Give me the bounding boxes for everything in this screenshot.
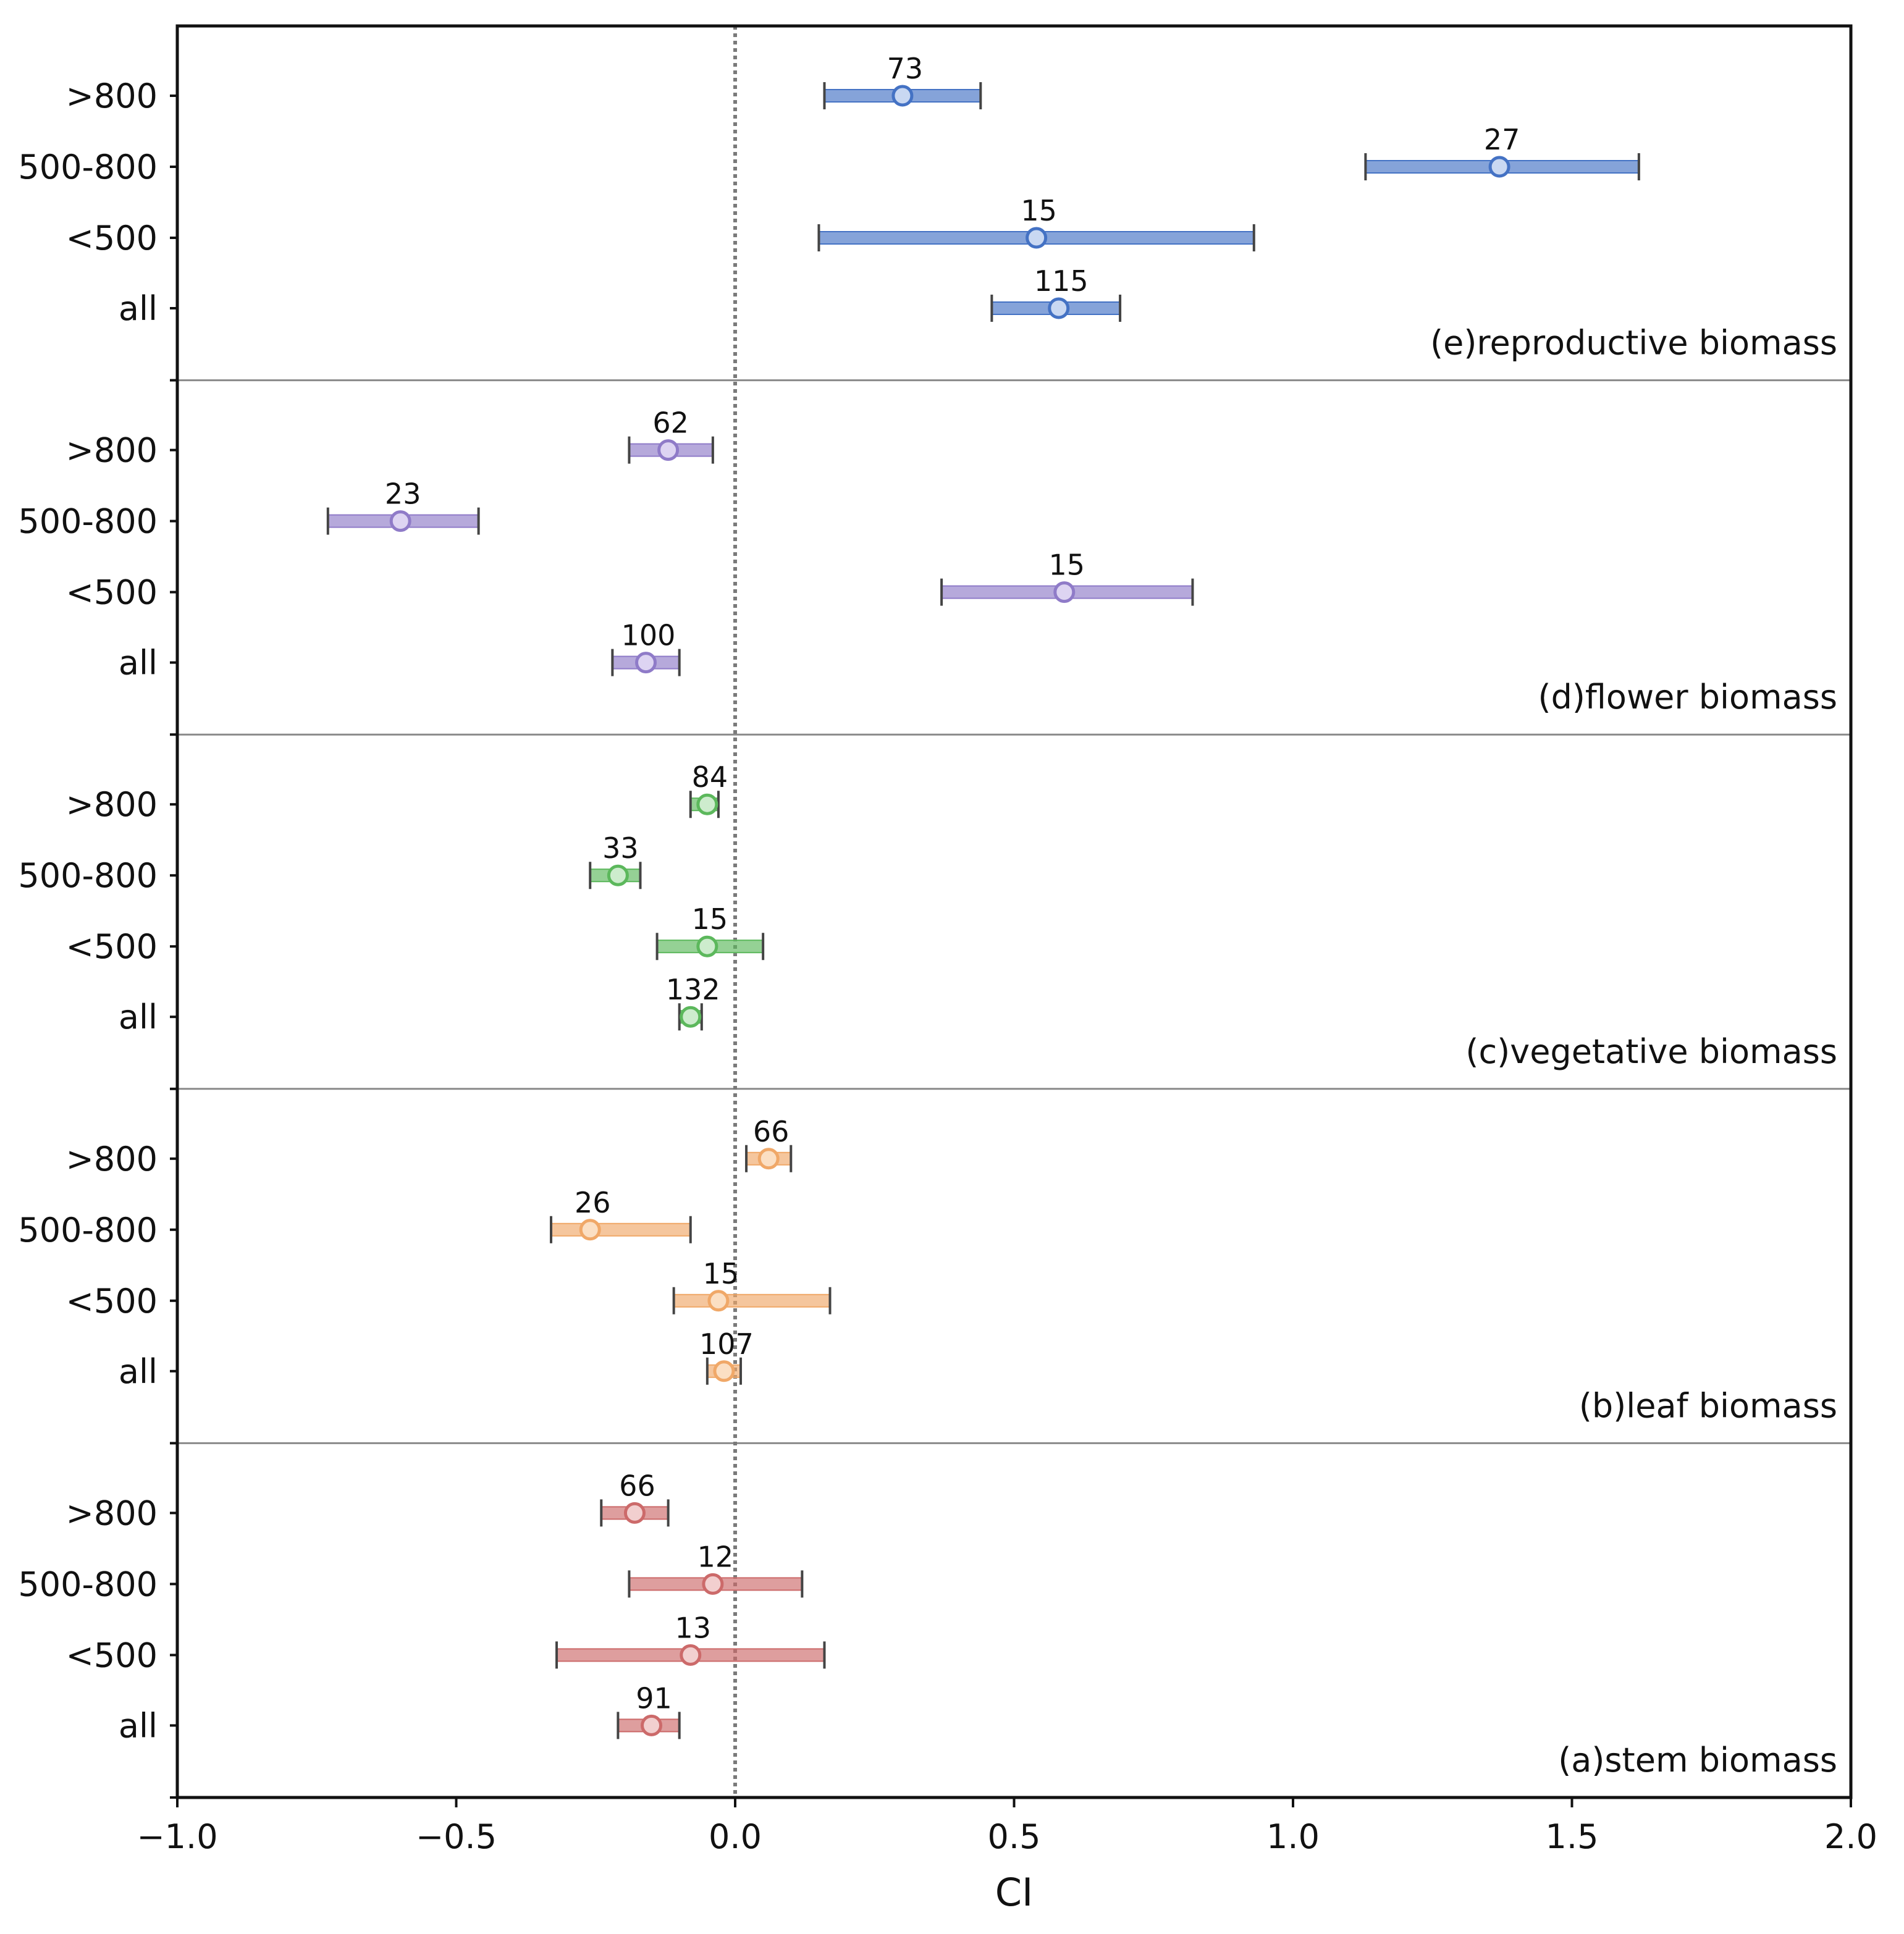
y-tick-label: 500-800 — [18, 1565, 158, 1604]
sample-size-label: 26 — [575, 1186, 611, 1219]
y-tick-label: 500-800 — [18, 502, 158, 541]
mean-point — [713, 1360, 735, 1382]
y-tick-label: >800 — [66, 1140, 158, 1179]
sample-size-label: 107 — [699, 1327, 754, 1361]
x-axis: −1.0 −0.5 0.0 0.5 1.0 1.5 2.0 CI — [137, 95, 1877, 1915]
sample-size-label: 12 — [697, 1540, 734, 1573]
x-tick-label: 1.0 — [1266, 1817, 1320, 1856]
mean-point — [1048, 297, 1070, 319]
ci-bar — [673, 1293, 831, 1308]
panel-label: (a)stem biomass — [1558, 1741, 1837, 1780]
sample-size-label: 15 — [692, 902, 728, 936]
y-tick-label: >800 — [66, 77, 158, 116]
y-tick-label: 500-800 — [18, 856, 158, 895]
mean-point — [657, 439, 680, 461]
mean-point — [707, 1290, 730, 1312]
y-tick-label: 500-800 — [18, 1211, 158, 1250]
y-tick-label: <500 — [66, 573, 158, 612]
sample-size-label: 100 — [621, 619, 676, 652]
sample-size-label: 13 — [675, 1611, 711, 1644]
y-tick-label: <500 — [66, 1282, 158, 1321]
mean-point — [579, 1219, 601, 1241]
sample-size-label: 84 — [692, 760, 728, 794]
sample-size-label: 27 — [1484, 123, 1520, 156]
mean-point — [891, 85, 914, 107]
sample-size-label: 33 — [602, 831, 639, 865]
panel-label: (e)reproductive biomass — [1430, 324, 1837, 363]
sample-size-label: 15 — [703, 1257, 739, 1290]
panel-label: (b)leaf biomass — [1579, 1386, 1837, 1425]
x-axis-label: CI — [995, 1870, 1034, 1915]
sample-size-label: 91 — [636, 1681, 672, 1715]
y-tick-label: >800 — [66, 431, 158, 470]
mean-point — [641, 1714, 663, 1736]
mean-point — [623, 1502, 646, 1524]
mean-point — [680, 1644, 702, 1666]
x-tick-label: −0.5 — [416, 1817, 497, 1856]
x-tick-label: 0.0 — [709, 1817, 762, 1856]
x-tick-label: 2.0 — [1824, 1817, 1877, 1856]
y-tick-label: >800 — [66, 1494, 158, 1532]
x-tick-label: −1.0 — [137, 1817, 217, 1856]
y-tick-label: all — [119, 644, 158, 683]
sample-size-label: 115 — [1034, 264, 1089, 298]
plot-frame — [175, 24, 1853, 1799]
mean-point — [702, 1573, 724, 1595]
x-tick-label: 1.5 — [1546, 1817, 1599, 1856]
y-tick-label: >800 — [66, 785, 158, 824]
panel-label: (d)flower biomass — [1538, 678, 1838, 717]
mean-point — [696, 935, 718, 957]
grid-layer — [177, 26, 1851, 1797]
sample-size-label: 23 — [385, 477, 421, 511]
sample-size-label: 15 — [1048, 549, 1085, 582]
mean-point — [635, 652, 657, 674]
y-tick-label: all — [119, 1352, 158, 1391]
mean-point — [1026, 227, 1048, 249]
y-tick-label: <500 — [66, 219, 158, 258]
y-tick-label: <500 — [66, 1636, 158, 1675]
mean-point — [389, 510, 411, 532]
sample-size-label: 73 — [887, 52, 924, 85]
panel-label: (c)vegetative biomass — [1465, 1032, 1837, 1071]
sample-size-label: 132 — [666, 973, 720, 1006]
y-tick-label: all — [119, 1706, 158, 1745]
y-tick-label: all — [119, 289, 158, 328]
sample-size-label: 66 — [619, 1469, 655, 1502]
sample-size-label: 15 — [1021, 194, 1057, 227]
ci-bar — [550, 1222, 691, 1237]
marks-layer — [326, 82, 1640, 1739]
mean-point — [1488, 156, 1510, 178]
mean-point — [1053, 581, 1076, 603]
labels-layer: >800 73 500-800 27 <500 15 all 115 (e)reproducti… — [18, 52, 1837, 1780]
y-tick-label: all — [119, 998, 158, 1036]
mean-point — [757, 1148, 780, 1170]
mean-point — [680, 1006, 702, 1028]
x-tick-label: 0.5 — [988, 1817, 1041, 1856]
y-tick-label: <500 — [66, 927, 158, 966]
mean-point — [607, 864, 629, 886]
sample-size-label: 62 — [652, 406, 689, 440]
mean-point — [696, 793, 718, 815]
sample-size-label: 66 — [753, 1115, 790, 1148]
y-tick-label: 500-800 — [18, 148, 158, 187]
